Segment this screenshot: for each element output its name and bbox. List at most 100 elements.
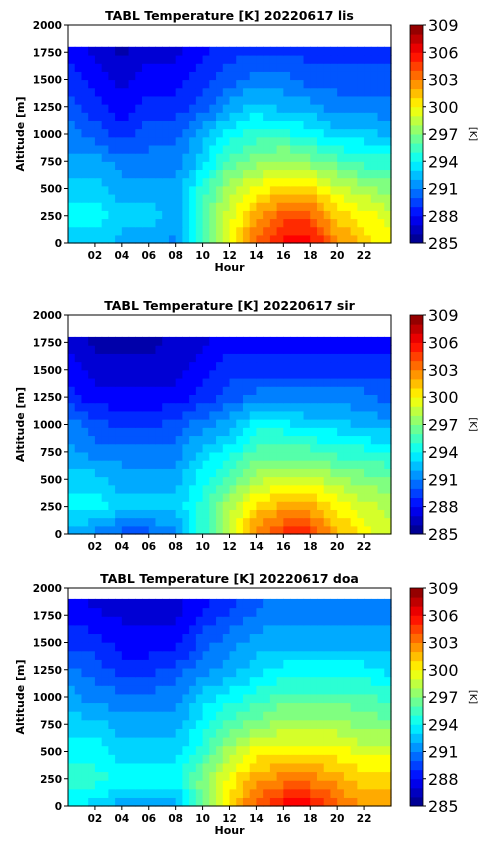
heatmap-cell	[229, 54, 237, 64]
heatmap-cell	[249, 451, 258, 461]
heatmap-cell	[249, 736, 258, 747]
heatmap-cell	[115, 46, 123, 56]
heatmap-cell	[202, 218, 210, 228]
heatmap-cell	[209, 361, 217, 371]
heatmap-cell	[108, 719, 116, 729]
heatmap-cell	[229, 762, 237, 773]
heatmap-cell	[222, 79, 231, 89]
heatmap-cell	[384, 104, 392, 113]
heatmap-cell	[202, 46, 210, 56]
heatmap-cell	[216, 616, 224, 626]
heatmap-cell	[303, 46, 311, 56]
heatmap-cell	[350, 144, 358, 154]
heatmap-cell	[81, 210, 89, 220]
heatmap-cell	[290, 87, 298, 97]
heatmap-cell	[269, 144, 278, 154]
heatmap-cell	[323, 667, 332, 678]
heatmap-cell	[343, 501, 352, 510]
heatmap-cell	[256, 754, 264, 764]
heatmap-cell	[121, 345, 130, 354]
heatmap-cell	[216, 54, 224, 64]
heatmap-cell	[310, 685, 318, 695]
heatmap-cell	[88, 193, 96, 203]
heatmap-cell	[189, 624, 197, 635]
heatmap-cell	[370, 719, 379, 729]
heatmap-cell	[128, 633, 136, 643]
heatmap-cell	[142, 402, 150, 412]
heatmap-cell	[323, 501, 332, 510]
heatmap-cell	[343, 509, 352, 519]
heatmap-cell	[337, 226, 345, 236]
heatmap-cell	[88, 226, 96, 236]
heatmap-cell	[195, 193, 204, 203]
heatmap-cell	[276, 633, 284, 643]
heatmap-cell	[216, 63, 224, 72]
heatmap-cell	[236, 797, 244, 807]
heatmap-cell	[377, 394, 385, 404]
heatmap-cell	[343, 711, 352, 721]
y-tick-label: 2000	[33, 583, 62, 595]
heatmap-cell	[283, 780, 291, 790]
heatmap-cell	[276, 169, 284, 179]
heatmap-cell	[323, 525, 332, 535]
heatmap-cell	[236, 63, 244, 72]
heatmap-cell	[101, 642, 109, 652]
heatmap-cell	[216, 771, 224, 781]
y-tick-label: 750	[40, 447, 62, 459]
heatmap-cell	[377, 193, 385, 203]
heatmap-cell	[283, 468, 291, 478]
heatmap-cell	[168, 369, 177, 379]
heatmap-cell	[68, 95, 76, 105]
heatmap-cell	[229, 501, 237, 510]
heatmap-cell	[168, 136, 177, 146]
heatmap-cell	[88, 702, 96, 712]
heatmap-cell	[81, 702, 89, 712]
heatmap-cell	[182, 136, 190, 146]
heatmap-cell	[310, 624, 318, 635]
heatmap-cell	[189, 492, 197, 502]
heatmap-cell	[121, 161, 130, 171]
heatmap-cell	[142, 394, 150, 404]
heatmap-cell	[148, 702, 157, 712]
heatmap-cell	[189, 460, 197, 469]
heatmap-cell	[357, 501, 365, 510]
heatmap-cell	[168, 87, 177, 97]
heatmap-cell	[236, 402, 244, 412]
heatmap-cell	[364, 484, 372, 494]
heatmap-cell	[202, 607, 210, 617]
heatmap-cell	[229, 693, 237, 704]
heatmap-cell	[216, 736, 224, 747]
heatmap-cell	[384, 153, 392, 162]
heatmap-cell	[337, 202, 345, 211]
heatmap-cell	[269, 169, 278, 179]
heatmap-cell	[216, 598, 224, 609]
heatmap-cell	[142, 517, 150, 527]
heatmap-cell	[364, 633, 372, 643]
heatmap-cell	[195, 128, 204, 138]
heatmap-cell	[222, 210, 231, 220]
heatmap-cell	[209, 443, 217, 453]
heatmap-cell	[316, 369, 325, 379]
heatmap-cell	[256, 177, 264, 187]
heatmap-cell	[256, 525, 264, 535]
heatmap-cell	[283, 702, 291, 712]
heatmap-cell	[269, 427, 278, 437]
heatmap-cell	[108, 711, 116, 721]
heatmap-cell	[94, 685, 103, 695]
heatmap-cell	[377, 754, 385, 764]
heatmap-cell	[175, 177, 183, 187]
heatmap-cell	[269, 336, 278, 346]
heatmap-cell	[229, 136, 237, 146]
heatmap-cell	[142, 136, 150, 146]
heatmap-cell	[88, 202, 96, 211]
heatmap-cell	[337, 193, 345, 203]
heatmap-cell	[81, 484, 89, 494]
heatmap-cell	[162, 128, 170, 138]
heatmap-cell	[242, 633, 251, 643]
heatmap-cell	[101, 501, 109, 510]
heatmap-cell	[236, 780, 244, 790]
heatmap-cell	[115, 79, 123, 89]
heatmap-cell	[81, 598, 89, 609]
heatmap-cell	[155, 369, 163, 379]
colorbar-segment	[410, 733, 423, 743]
